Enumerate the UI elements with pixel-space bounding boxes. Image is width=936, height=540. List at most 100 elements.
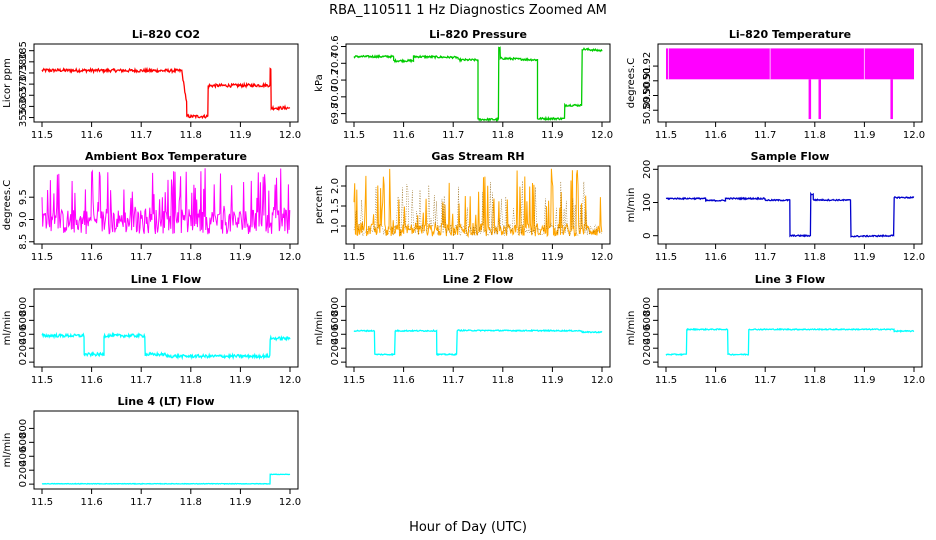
series-group (666, 48, 914, 120)
y-tick-label: 360 (18, 97, 29, 116)
x-tick-label: 11.6 (392, 375, 414, 386)
y-tick-label: 50.89 (642, 96, 653, 125)
y-tick-label: 400 (18, 325, 29, 344)
series-group (41, 66, 291, 120)
x-tick-label: 11.9 (541, 130, 563, 141)
x-tick-label: 11.5 (343, 375, 365, 386)
y-tick-label: 70.0 (330, 86, 341, 108)
y-tick-label: 9.0 (18, 212, 29, 228)
x-axis-label: Hour of Day (UTC) (409, 520, 527, 535)
panel-9: Line 3 Flow ml/min 11.5 11.6 11.7 11.8 11.9 12.… (626, 273, 925, 386)
y-tick-label: 600 (18, 311, 29, 330)
y-tick-label: 0 (18, 359, 29, 365)
series-line (353, 168, 603, 239)
panel-title: Li–820 Temperature (729, 28, 851, 41)
y-tick-label: 800 (18, 297, 29, 316)
series-line (41, 473, 291, 485)
x-tick-label: 11.6 (704, 252, 726, 263)
y-axis-label: ml/min (314, 311, 325, 346)
x-tick-label: 11.8 (492, 130, 514, 141)
y-tick-label: 380 (18, 52, 29, 71)
plot-frame (33, 43, 299, 123)
series-line (41, 66, 291, 120)
y-tick-label: 100 (642, 193, 653, 212)
y-tick-label: 200 (18, 339, 29, 358)
y-tick-label: 200 (330, 339, 341, 358)
y-tick-label: 1.0 (330, 218, 341, 234)
series-band (666, 48, 914, 80)
y-tick-label: 70.2 (330, 69, 341, 91)
x-tick-label: 11.8 (492, 252, 514, 263)
x-tick-label: 11.5 (31, 375, 53, 386)
series-group (665, 327, 915, 357)
x-tick-label: 11.7 (130, 252, 152, 263)
x-tick-label: 11.5 (655, 130, 677, 141)
panel-title: Gas Stream RH (431, 150, 524, 163)
plot-frame (657, 288, 923, 368)
plot-frame (345, 288, 611, 368)
panel-2: Li–820 Pressure kPa 11.5 11.6 11.7 11.8 11.9 12… (314, 28, 613, 141)
y-tick-label: 600 (330, 311, 341, 330)
series-line (353, 328, 603, 357)
x-tick-label: 12.0 (591, 375, 613, 386)
panel-title: Line 1 Flow (131, 273, 201, 286)
y-tick-label: 70.4 (330, 52, 341, 74)
plot-frame (33, 410, 299, 490)
x-tick-label: 11.7 (442, 252, 464, 263)
x-tick-label: 11.6 (704, 130, 726, 141)
y-tick-label: 375 (18, 63, 29, 82)
x-tick-label: 11.7 (754, 130, 776, 141)
y-tick-label: 200 (18, 461, 29, 480)
x-tick-label: 11.6 (392, 252, 414, 263)
panel-title: Line 4 (LT) Flow (118, 395, 215, 408)
x-tick-label: 11.9 (853, 252, 875, 263)
panel-title: Line 3 Flow (755, 273, 825, 286)
x-tick-label: 12.0 (903, 375, 925, 386)
x-tick-label: 11.5 (655, 252, 677, 263)
series-line (665, 191, 915, 238)
panel-title: Li–820 Pressure (429, 28, 527, 41)
x-tick-label: 11.9 (229, 375, 251, 386)
y-tick-label: 1.5 (330, 198, 341, 214)
y-axis-label: ml/min (2, 433, 13, 468)
x-tick-label: 11.5 (343, 130, 365, 141)
series-group (41, 331, 291, 361)
x-tick-label: 11.9 (541, 252, 563, 263)
x-tick-label: 11.9 (229, 497, 251, 508)
panel-title: Sample Flow (751, 150, 830, 163)
y-tick-label: 800 (642, 297, 653, 316)
x-tick-label: 11.6 (80, 130, 102, 141)
y-tick-label: 200 (642, 160, 653, 179)
plot-frame (345, 43, 611, 123)
x-tick-label: 11.7 (754, 375, 776, 386)
y-tick-label: 0 (642, 233, 653, 239)
y-tick-label: 2.0 (330, 178, 341, 194)
x-tick-label: 12.0 (903, 130, 925, 141)
y-tick-label: 50.90 (642, 81, 653, 110)
panel-1: Li–820 CO2 Licor ppm 11.5 11.6 11.7 11.8 11.9 1… (2, 28, 301, 141)
series-line (41, 168, 291, 235)
y-tick-label: 70.6 (330, 35, 341, 57)
x-tick-label: 11.7 (442, 130, 464, 141)
series-group (665, 191, 915, 238)
x-tick-label: 11.8 (180, 497, 202, 508)
x-tick-label: 11.8 (804, 252, 826, 263)
y-axis-label: degrees.C (626, 58, 637, 108)
x-tick-label: 11.6 (80, 375, 102, 386)
series-line (353, 46, 603, 122)
y-tick-label: 0 (330, 359, 341, 365)
y-axis-label: degrees.C (2, 180, 13, 230)
y-tick-label: 600 (18, 433, 29, 452)
panel-grid: Li–820 CO2 Licor ppm 11.5 11.6 11.7 11.8 11.9 1… (2, 28, 925, 508)
x-tick-label: 11.8 (804, 130, 826, 141)
series-group (353, 46, 603, 122)
x-tick-label: 11.7 (130, 130, 152, 141)
y-tick-label: 0 (642, 359, 653, 365)
x-tick-label: 11.9 (853, 375, 875, 386)
y-tick-label: 400 (18, 447, 29, 466)
series-group (41, 473, 291, 485)
y-axis-label: kPa (314, 74, 325, 92)
x-tick-label: 11.6 (704, 375, 726, 386)
x-tick-label: 12.0 (279, 130, 301, 141)
